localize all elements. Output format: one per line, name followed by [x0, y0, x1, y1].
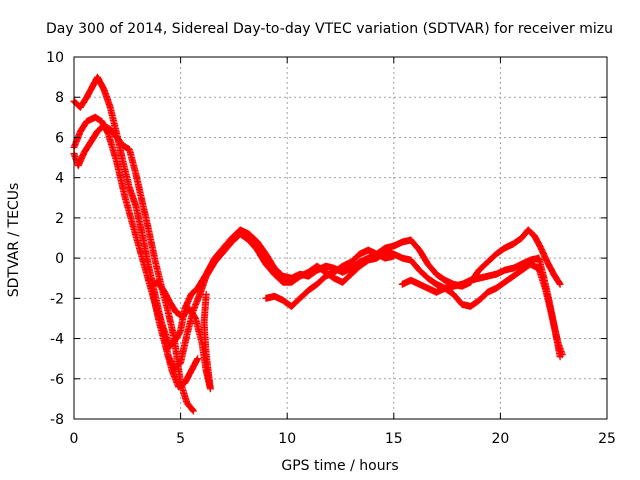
- y-tick-label: 10: [46, 50, 64, 66]
- series-track-5: [149, 290, 202, 391]
- x-tick-label: 15: [385, 431, 403, 447]
- x-tick-label: 25: [598, 431, 616, 447]
- x-tick-label: 5: [176, 431, 185, 447]
- series-track-6: [262, 246, 398, 310]
- series-layer: [70, 73, 566, 415]
- x-axis-label: GPS time / hours: [281, 458, 398, 474]
- series-markers: [70, 121, 197, 415]
- y-axis-label: SDTVAR / TECUs: [6, 183, 22, 298]
- y-tick-label: 0: [55, 251, 64, 267]
- chart-title: Day 300 of 2014, Sidereal Day-to-day VTE…: [46, 21, 613, 37]
- series-markers: [149, 290, 202, 391]
- series-markers: [262, 246, 398, 310]
- series-track-3: [70, 121, 197, 415]
- plot-frame: [73, 56, 608, 420]
- x-tick-label: 20: [491, 431, 509, 447]
- grid: [74, 57, 607, 419]
- y-tick-label: 8: [55, 90, 64, 106]
- series-track-4: [147, 278, 214, 393]
- x-tick-label: 0: [70, 431, 79, 447]
- series-track-2: [70, 73, 566, 373]
- series-track-7: [398, 254, 564, 361]
- y-tick-label: -8: [50, 412, 64, 428]
- y-tick-label: -6: [50, 372, 64, 388]
- series-markers: [398, 254, 564, 361]
- y-tick-label: 2: [55, 211, 64, 227]
- series-markers: [70, 73, 566, 373]
- ticks: 0 5 10 15 20 25 -8 -6 -4 -2 0 2 4 6 8 10: [46, 50, 616, 447]
- y-tick-label: 4: [55, 171, 64, 187]
- y-tick-label: 6: [55, 130, 64, 146]
- y-tick-label: -2: [50, 291, 64, 307]
- x-tick-label: 10: [278, 431, 296, 447]
- y-tick-label: -4: [50, 332, 64, 348]
- series-markers: [147, 278, 214, 393]
